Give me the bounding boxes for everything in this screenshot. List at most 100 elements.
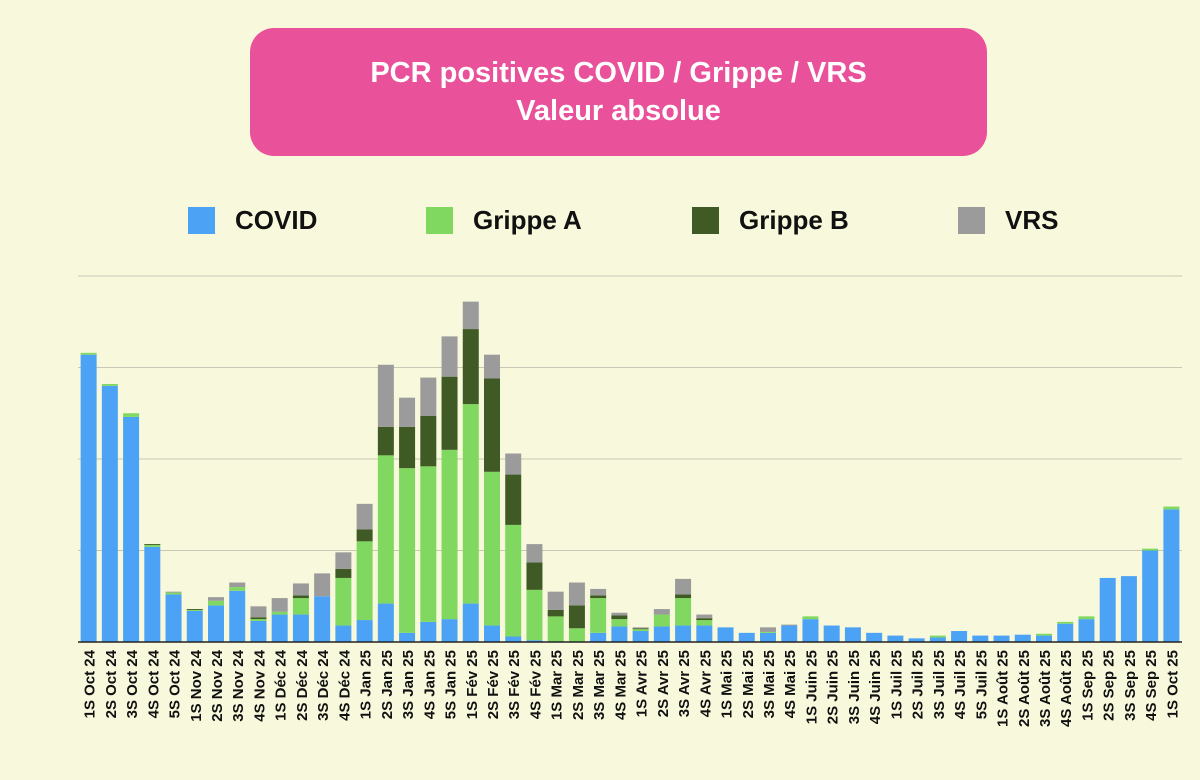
bar-grippe-b-5 (186, 609, 203, 610)
bar-vrs-17 (441, 336, 458, 377)
x-tick-label: 2S Juin 25 (825, 650, 842, 724)
bar-grippe-b-20 (505, 474, 522, 525)
x-tick-label: 3S Déc 24 (315, 649, 332, 721)
x-tick-label: 4S Août 25 (1058, 650, 1075, 727)
legend: COVID Grippe A Grippe B VRS (0, 200, 1200, 240)
x-tick-label: 2S Août 25 (1016, 650, 1033, 727)
bar-grippe-b-23 (568, 605, 585, 629)
chart-title-line1: PCR positives COVID / Grippe / VRS (370, 57, 867, 89)
bar-grippe-b-16 (420, 416, 437, 467)
x-tick-label: 1S Avr 25 (634, 650, 651, 717)
x-tick-label: 2S Mar 25 (570, 650, 587, 720)
bar-grippe-a-34 (802, 616, 819, 620)
bar-vrs-6 (208, 597, 224, 601)
bar-covid-15 (399, 632, 416, 642)
bar-vrs-12 (335, 552, 352, 569)
bar-vrs-7 (229, 582, 246, 588)
x-tick-label: 2S Jan 25 (379, 650, 396, 719)
x-tick-label: 5S Oct 24 (167, 649, 184, 718)
x-tick-label: 3S Sep 25 (1122, 650, 1139, 721)
legend-swatch-covid (188, 206, 215, 234)
bar-grippe-a-25 (611, 619, 628, 627)
x-tick-label: 1S Mar 25 (549, 650, 566, 720)
x-tick-label: 2S Juil 25 (910, 650, 927, 719)
x-tick-label: 3S Juin 25 (846, 650, 863, 724)
x-tick-label: 1S Août 25 (995, 650, 1012, 727)
x-tick-label: 3S Oct 24 (124, 649, 141, 718)
legend-item-grippe-b: Grippe B (692, 200, 849, 240)
bar-grippe-a-26 (632, 629, 649, 632)
bar-grippe-a-3 (144, 545, 161, 547)
bar-grippe-a-45 (1036, 633, 1052, 636)
bar-grippe-a-13 (356, 541, 373, 621)
bar-grippe-b-15 (399, 426, 416, 469)
bar-vrs-11 (314, 573, 331, 597)
bar-covid-28 (675, 625, 692, 642)
bar-grippe-b-25 (611, 615, 628, 620)
x-tick-label: 1S Oct 24 (82, 649, 99, 718)
x-tick-label: 1S Juil 25 (888, 650, 905, 719)
legend-swatch-grippe-a (426, 206, 453, 234)
bar-grippe-b-26 (632, 628, 649, 630)
bar-covid-48 (1099, 577, 1116, 642)
bar-covid-3 (144, 546, 161, 642)
bar-grippe-a-28 (675, 598, 692, 626)
x-tick-label: 4S Juin 25 (867, 650, 884, 724)
x-tick-label: 3S Août 25 (1037, 650, 1054, 727)
bar-grippe-a-14 (377, 455, 394, 604)
bar-grippe-a-12 (335, 577, 352, 626)
x-tick-label: 2S Fév 25 (485, 650, 502, 719)
bar-vrs-22 (547, 591, 564, 610)
x-tick-label: 4S Oct 24 (145, 649, 162, 718)
x-tick-label: 1S Oct 25 (1164, 650, 1181, 718)
bar-covid-37 (866, 632, 883, 642)
bar-covid-43 (993, 635, 1010, 643)
bar-grippe-a-27 (653, 614, 670, 627)
bar-covid-7 (229, 590, 246, 642)
legend-swatch-vrs (958, 206, 985, 234)
bar-covid-32 (760, 632, 776, 642)
bar-grippe-a-20 (505, 524, 522, 637)
bar-vrs-32 (760, 627, 776, 632)
x-tick-label: 1S Nov 24 (188, 649, 205, 721)
bar-covid-42 (972, 635, 989, 643)
bar-covid-17 (441, 619, 458, 643)
bar-covid-8 (250, 620, 267, 643)
legend-label-covid: COVID (235, 204, 318, 235)
bar-covid-45 (1036, 635, 1052, 643)
bar-grippe-a-51 (1163, 506, 1180, 510)
x-tick-label: 2S Nov 24 (209, 649, 226, 721)
bar-grippe-b-24 (590, 595, 607, 599)
x-tick-label: 4S Juil 25 (952, 650, 969, 719)
bar-covid-13 (356, 620, 373, 642)
bar-covid-20 (505, 636, 522, 642)
x-tick-label: 3S Mar 25 (591, 650, 608, 720)
bar-grippe-b-22 (547, 609, 564, 617)
legend-label-grippe-b: Grippe B (739, 204, 849, 235)
x-tick-label: 2S Déc 24 (294, 649, 311, 721)
bar-grippe-a-32 (760, 631, 776, 633)
bar-covid-27 (653, 626, 670, 642)
x-tick-label: 1S Mai 25 (719, 650, 736, 718)
bar-grippe-a-18 (462, 404, 479, 604)
bar-grippe-b-28 (675, 594, 692, 599)
bar-grippe-b-13 (356, 529, 373, 542)
x-tick-label: 3S Avr 25 (676, 650, 693, 717)
bar-grippe-a-8 (250, 619, 267, 621)
bar-vrs-27 (653, 609, 670, 615)
x-tick-label: 2S Oct 24 (103, 649, 120, 718)
bar-grippe-a-7 (229, 587, 246, 591)
bar-covid-26 (632, 631, 649, 642)
x-tick-label: 4S Sep 25 (1143, 650, 1160, 721)
legend-label-vrs: VRS (1005, 204, 1059, 235)
bar-covid-47 (1078, 619, 1095, 643)
bar-vrs-29 (696, 614, 713, 619)
bar-grippe-a-50 (1142, 548, 1159, 551)
bar-covid-10 (292, 614, 309, 642)
legend-item-covid: COVID (188, 200, 317, 240)
bar-grippe-a-29 (696, 620, 713, 626)
bar-grippe-a-16 (420, 466, 437, 622)
bar-grippe-b-10 (292, 595, 309, 599)
bar-grippe-a-0 (80, 352, 97, 355)
bar-covid-29 (696, 625, 713, 642)
